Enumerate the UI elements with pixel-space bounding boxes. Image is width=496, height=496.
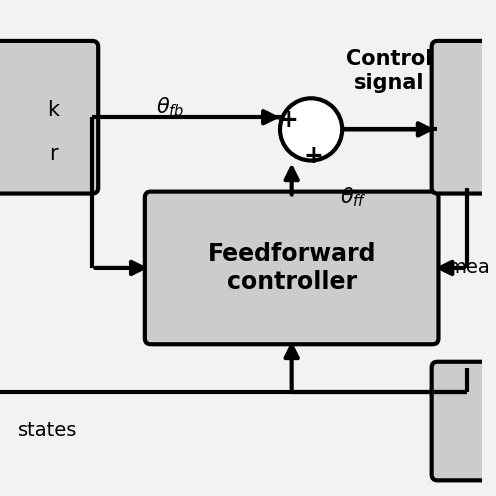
FancyBboxPatch shape [432, 362, 496, 480]
FancyBboxPatch shape [0, 41, 98, 193]
Text: +: + [279, 108, 299, 131]
Text: states: states [17, 421, 77, 440]
Text: Control
signal: Control signal [346, 50, 432, 93]
Text: $\theta_{ff}$: $\theta_{ff}$ [340, 186, 367, 209]
FancyBboxPatch shape [432, 41, 496, 193]
FancyBboxPatch shape [145, 191, 438, 344]
Circle shape [280, 98, 342, 161]
Text: +: + [303, 144, 323, 168]
Text: r: r [49, 144, 58, 164]
Text: mea: mea [447, 258, 490, 277]
Text: $\theta_{fb}$: $\theta_{fb}$ [156, 95, 184, 119]
Text: Feedforward
controller: Feedforward controller [207, 242, 376, 294]
Text: k: k [48, 100, 60, 120]
